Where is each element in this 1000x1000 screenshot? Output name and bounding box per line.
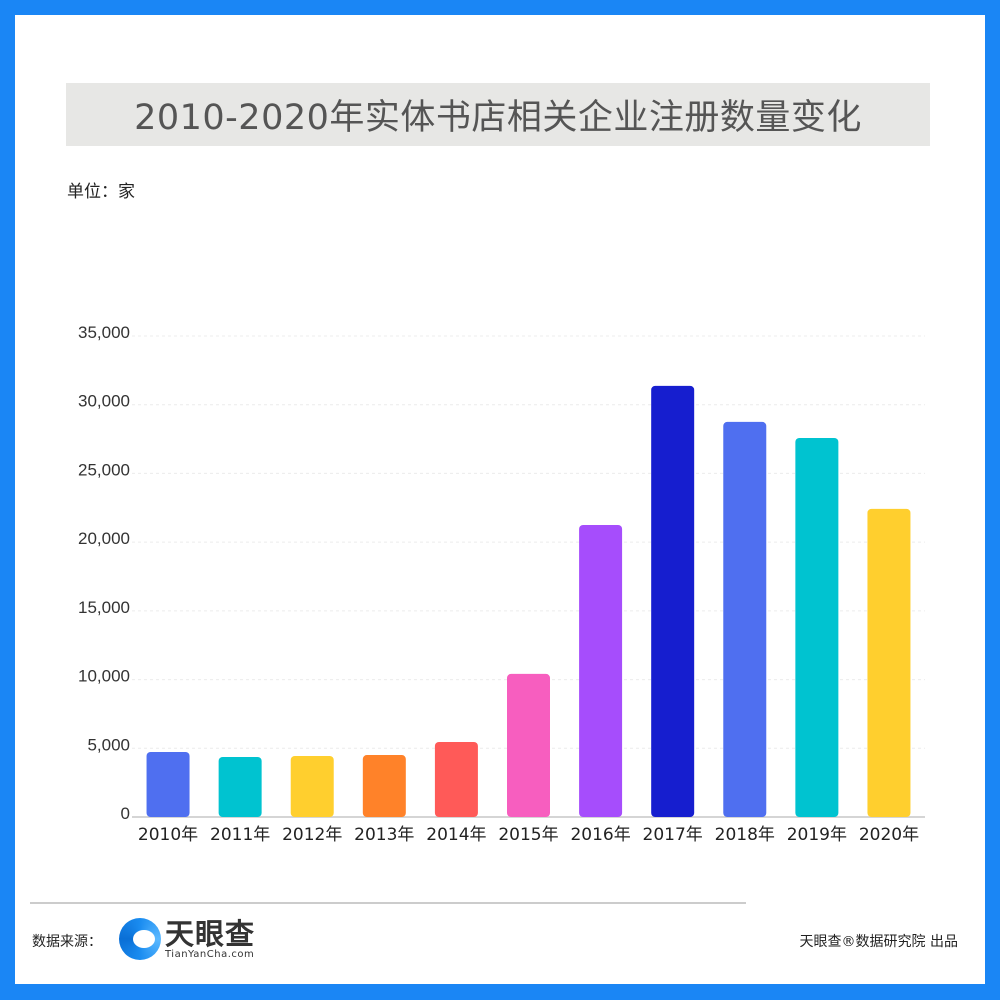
y-tick-label: 10,000 — [78, 667, 130, 686]
x-tick-label: 2011年 — [210, 825, 270, 845]
x-tick-label: 2014年 — [426, 825, 486, 845]
footer-divider — [30, 902, 746, 904]
title-bar: 2010-2020年实体书店相关企业注册数量变化 — [66, 83, 930, 146]
x-tick-label: 2016年 — [570, 825, 630, 845]
y-tick-label: 0 — [121, 804, 130, 823]
unit-label: 单位：家 — [67, 182, 135, 202]
source-label: 数据来源： — [32, 934, 102, 950]
y-tick-label: 5,000 — [87, 735, 130, 754]
chart-title: 2010-2020年实体书店相关企业注册数量变化 — [134, 98, 862, 138]
x-tick-label: 2019年 — [787, 825, 847, 845]
logo-url: TianYanCha.com — [165, 948, 255, 960]
y-tick-label: 35,000 — [78, 323, 130, 342]
bar-2012年 — [290, 755, 334, 817]
bar-2017年 — [651, 385, 695, 817]
bar-2020年 — [867, 508, 911, 817]
y-tick-label: 30,000 — [78, 392, 130, 411]
y-tick-label: 25,000 — [78, 460, 130, 479]
x-tick-label: 2010年 — [138, 825, 198, 845]
bar-2018年 — [723, 421, 767, 817]
x-tick-label: 2018年 — [715, 825, 775, 845]
x-tick-label: 2017年 — [643, 825, 703, 845]
bar-2010年 — [146, 751, 190, 817]
bar-2015年 — [507, 673, 550, 817]
bar-2011年 — [218, 756, 262, 817]
logo-name: 天眼查 — [165, 916, 256, 951]
bar-2016年 — [579, 524, 623, 817]
logo-mark-icon — [119, 918, 161, 960]
credit-text: 天眼查®数据研究院 出品 — [799, 934, 958, 950]
bar-2013年 — [362, 755, 406, 817]
x-tick-label: 2013年 — [354, 825, 414, 845]
y-tick-label: 20,000 — [78, 529, 130, 548]
tianyancha-logo: 天眼查 TianYanCha.com — [119, 918, 255, 960]
y-tick-label: 15,000 — [78, 598, 130, 617]
bar-2019年 — [795, 437, 839, 817]
x-tick-label: 2015年 — [498, 825, 558, 845]
bar-2014年 — [434, 741, 478, 817]
x-tick-label: 2012年 — [282, 825, 342, 845]
x-tick-label: 2020年 — [859, 825, 919, 845]
